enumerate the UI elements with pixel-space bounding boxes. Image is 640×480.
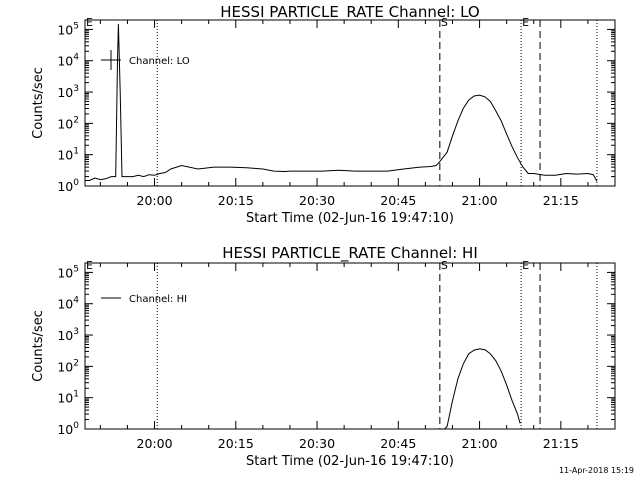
- y-tick-label: 104: [57, 53, 79, 69]
- y-axis-label: Counts/sec: [31, 310, 46, 382]
- footer-timestamp: 11-Apr-2018 15:19: [558, 466, 634, 475]
- marker-label: E: [86, 16, 93, 29]
- x-tick-label: 21:00: [462, 436, 498, 451]
- plot-frame: [84, 19, 616, 187]
- marker-label: S: [441, 259, 448, 272]
- legend-label: Channel: HI: [129, 294, 187, 305]
- x-tick-label: 20:30: [299, 193, 335, 208]
- y-tick-label: 102: [57, 358, 79, 374]
- x-tick-label: 20:00: [137, 193, 173, 208]
- x-tick-label: 20:00: [137, 436, 173, 451]
- y-tick-label: 100: [57, 178, 79, 194]
- x-axis-label: Start Time (02-Jun-16 19:47:10): [246, 454, 454, 469]
- y-tick-label: 104: [57, 296, 79, 312]
- x-tick-label: 20:15: [218, 193, 254, 208]
- marker-label: E: [522, 259, 529, 272]
- y-axis-label: Counts/sec: [31, 67, 46, 139]
- x-tick-label: 20:30: [299, 436, 335, 451]
- plot-frame: [84, 262, 616, 430]
- y-tick-label: 100: [57, 421, 79, 437]
- chart-title: HESSI PARTICLE_RATE Channel: HI: [222, 244, 478, 263]
- x-tick-label: 20:45: [380, 193, 416, 208]
- marker-label: E: [522, 16, 529, 29]
- y-tick-label: 105: [57, 21, 79, 37]
- x-tick-label: 21:15: [543, 193, 579, 208]
- legend-label: Channel: LO: [129, 56, 190, 67]
- chart-panel-1: HESSI PARTICLE_RATE Channel: LO 20:00 20:1…: [31, 3, 616, 226]
- x-tick-label: 20:15: [218, 436, 254, 451]
- marker-label: E: [86, 259, 93, 272]
- chart-title: HESSI PARTICLE_RATE Channel: LO: [220, 3, 479, 22]
- data-series-line: [444, 348, 521, 430]
- y-tick-label: 102: [57, 115, 79, 131]
- data-series-line: [85, 23, 598, 182]
- marker-label: S: [441, 16, 448, 29]
- x-axis-label: Start Time (02-Jun-16 19:47:10): [246, 211, 454, 226]
- y-tick-label: 101: [57, 147, 79, 163]
- x-tick-label: 21:00: [462, 193, 498, 208]
- y-tick-label: 105: [57, 264, 79, 280]
- y-tick-label: 101: [57, 390, 79, 406]
- x-tick-label: 21:15: [543, 436, 579, 451]
- y-tick-label: 103: [57, 84, 79, 100]
- y-tick-label: 103: [57, 327, 79, 343]
- x-tick-label: 20:45: [380, 436, 416, 451]
- chart-panel-2: HESSI PARTICLE_RATE Channel: HI 20:00 20:1…: [31, 244, 616, 469]
